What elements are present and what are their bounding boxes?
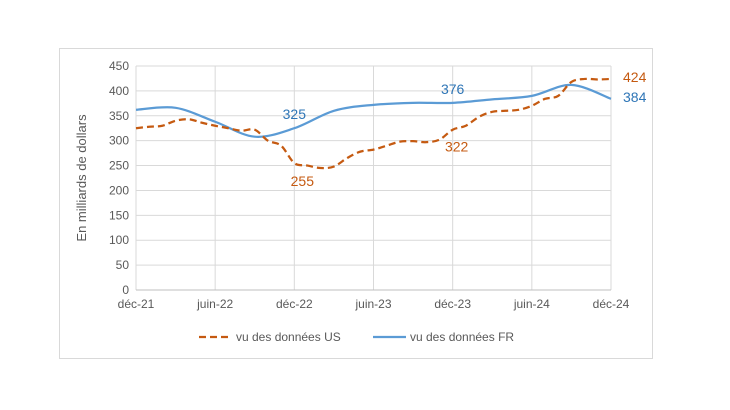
x-tick-déc-24: déc-24 xyxy=(593,297,630,311)
y-tick-100: 100 xyxy=(109,233,129,247)
series-line-1 xyxy=(135,83,612,138)
y-tick-450: 450 xyxy=(109,59,129,73)
y-tick-250: 250 xyxy=(109,159,129,173)
x-tick-déc-21: déc-21 xyxy=(118,297,155,311)
legend: vu des données US vu des données FR xyxy=(199,330,514,344)
data-label-0-0: 255 xyxy=(291,173,315,189)
data-labels: 255 322 424 325 376 384 xyxy=(283,69,647,189)
data-label-1-1: 376 xyxy=(441,81,465,97)
x-tick-déc-22: déc-22 xyxy=(276,297,313,311)
y-tick-400: 400 xyxy=(109,84,129,98)
chart-frame: 0 50 100 150 200 250 300 350 400 450 déc-21 juin-2… xyxy=(59,48,653,359)
y-tick-150: 150 xyxy=(109,208,129,222)
legend-label-0: vu des données US xyxy=(236,330,341,344)
x-tick-déc-23: déc-23 xyxy=(434,297,471,311)
vertical-gridlines xyxy=(135,66,612,290)
y-tick-200: 200 xyxy=(109,183,129,197)
data-label-0-2: 424 xyxy=(623,69,647,85)
x-tick-juin-24: juin-24 xyxy=(513,297,550,311)
line-chart: 0 50 100 150 200 250 300 350 400 450 déc-21 juin-2… xyxy=(74,59,647,344)
y-tick-350: 350 xyxy=(109,109,129,123)
series-lines xyxy=(135,77,612,170)
legend-label-1: vu des données FR xyxy=(410,330,514,344)
data-label-1-0: 325 xyxy=(283,106,307,122)
y-axis-label: En milliards de dollars xyxy=(74,114,89,242)
x-tick-juin-22: juin-22 xyxy=(196,297,233,311)
series-line-0 xyxy=(135,77,612,170)
y-tick-0: 0 xyxy=(122,283,129,297)
y-tick-50: 50 xyxy=(116,258,130,272)
y-tick-300: 300 xyxy=(109,134,129,148)
x-tick-labels: déc-21 juin-22 déc-22 juin-23 déc-23 juin-24 d… xyxy=(118,297,630,311)
data-label-0-1: 322 xyxy=(445,139,469,155)
data-label-1-2: 384 xyxy=(623,89,647,105)
y-tick-labels: 0 50 100 150 200 250 300 350 400 450 xyxy=(109,59,129,297)
x-tick-juin-23: juin-23 xyxy=(354,297,391,311)
